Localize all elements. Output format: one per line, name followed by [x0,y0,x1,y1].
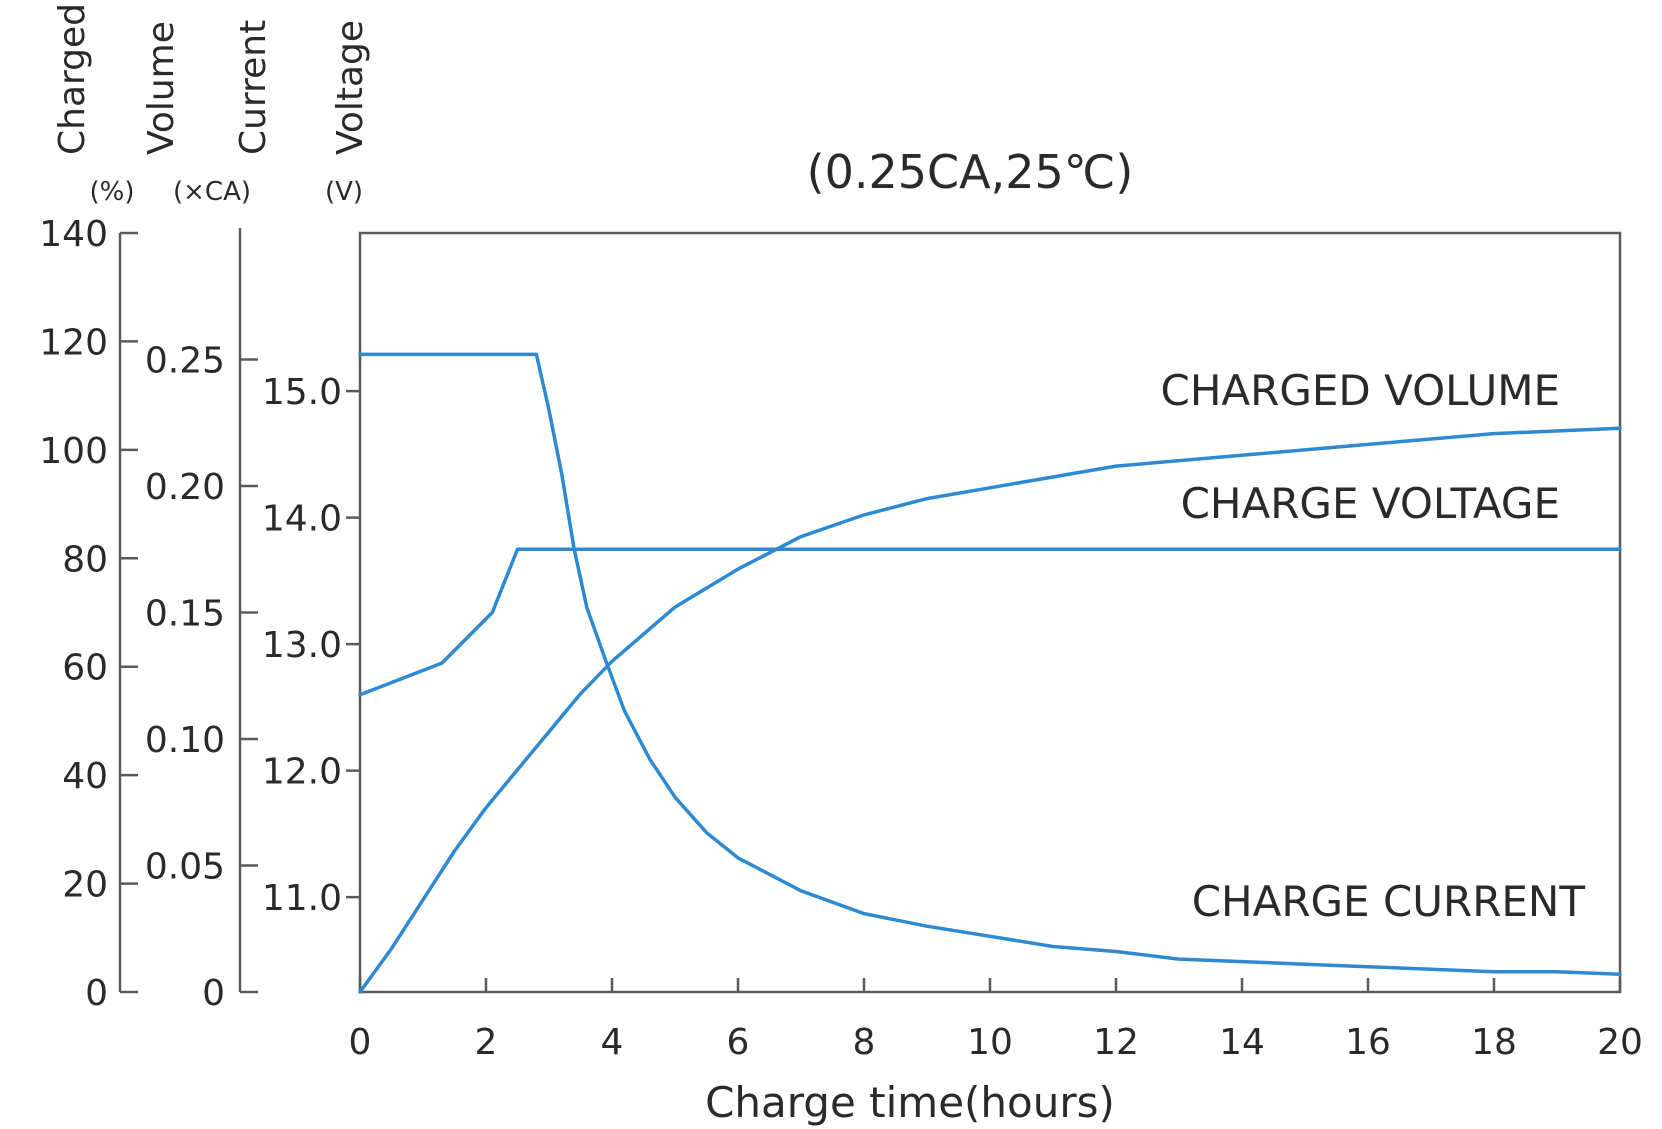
axis-unit-percent: (%) [90,177,135,207]
y-tick-label-current: 0 [202,973,225,1014]
x-tick-label: 0 [349,1022,372,1063]
y-tick-label-current: 0.10 [145,720,225,761]
axis-unit-volt: (V) [325,177,363,207]
y-tick-label-volume: 100 [39,431,108,472]
x-tick-label: 20 [1597,1022,1643,1063]
y-tick-label-current: 0.20 [145,467,225,508]
x-tick-label: 8 [853,1022,876,1063]
axis-title-volume: Volume [141,21,182,155]
y-tick-label-volume: 80 [62,539,108,580]
y-tick-label-volume: 40 [62,756,108,797]
series-label-charged-volume: CHARGED VOLUME [1161,366,1560,415]
axis-title-voltage: Voltage [330,20,371,155]
axis-title-current: Current [233,20,274,155]
y-tick-label-voltage: 14.0 [262,499,342,540]
y-tick-label-voltage: 11.0 [262,878,342,919]
x-tick-label: 14 [1219,1022,1265,1063]
axis-unit-ca: (×CA) [173,177,251,207]
axis-title-charged: Charged [52,3,93,155]
chart-title: (0.25CA,25℃) [807,145,1134,199]
y-tick-label-volume: 60 [62,648,108,689]
y-tick-label-volume: 140 [39,214,108,255]
y-tick-label-voltage: 15.0 [262,372,342,413]
series-label-charge-voltage: CHARGE VOLTAGE [1181,479,1560,528]
x-tick-label: 10 [967,1022,1013,1063]
series-line-charge-current [358,352,1622,977]
y-tick-label-voltage: 12.0 [262,752,342,793]
y-tick-label-volume: 20 [62,865,108,906]
x-axis-label: Charge time(hours) [705,1078,1115,1127]
series-line-charge-voltage [358,547,1622,697]
y-tick-label-volume: 0 [85,973,108,1014]
y-tick-label-current: 0.15 [145,594,225,635]
x-tick-label: 16 [1345,1022,1391,1063]
series-label-charge-current: CHARGE CURRENT [1192,877,1586,926]
y-tick-label-voltage: 13.0 [262,625,342,666]
y-tick-label-current: 0.05 [145,847,225,888]
y-tick-label-volume: 120 [39,322,108,363]
x-tick-label: 4 [601,1022,624,1063]
x-tick-label: 6 [727,1022,750,1063]
y-tick-label-current: 0.25 [145,341,225,382]
x-tick-label: 12 [1093,1022,1139,1063]
x-tick-label: 2 [475,1022,498,1063]
series-line-charged-volume [358,426,1622,994]
x-tick-label: 18 [1471,1022,1517,1063]
